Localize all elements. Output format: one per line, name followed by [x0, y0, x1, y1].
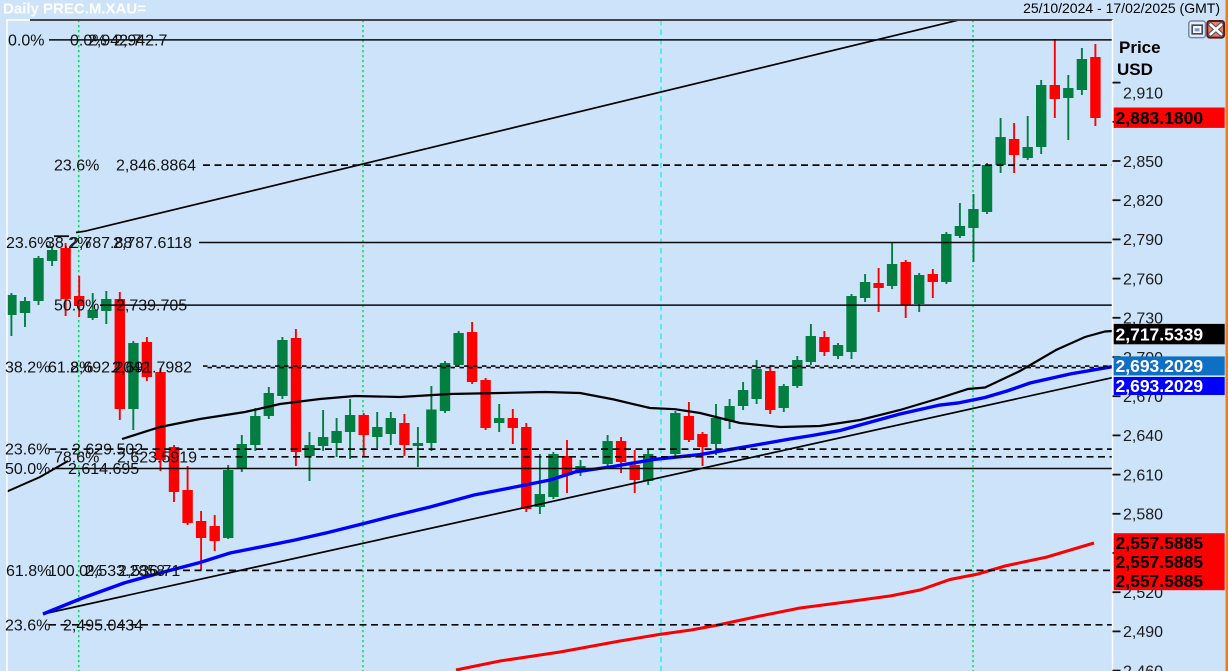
svg-text:2,790: 2,790 [1123, 232, 1163, 249]
svg-text:2,850: 2,850 [1123, 154, 1163, 171]
svg-text:2,557.5885: 2,557.5885 [1116, 533, 1204, 553]
svg-text:2,557.5885: 2,557.5885 [1116, 571, 1204, 591]
svg-text:Daily PREC.M.XAU=: Daily PREC.M.XAU= [3, 1, 146, 18]
svg-text:23.6%: 23.6% [5, 442, 50, 459]
svg-text:2,942.7: 2,942.7 [88, 32, 141, 49]
svg-text:2,536.71: 2,536.71 [118, 563, 180, 580]
svg-text:2,760: 2,760 [1123, 271, 1163, 288]
svg-text:2,787.6118: 2,787.6118 [113, 235, 192, 252]
svg-text:Price: Price [1119, 38, 1161, 57]
svg-text:61.8%: 61.8% [6, 563, 51, 580]
svg-text:38.2%: 38.2% [46, 235, 91, 252]
svg-text:2,910: 2,910 [1123, 85, 1163, 102]
svg-text:2,739.705: 2,739.705 [116, 298, 187, 315]
svg-text:2,533.2858: 2,533.2858 [85, 563, 165, 580]
svg-text:2,717.5339: 2,717.5339 [1116, 324, 1204, 344]
svg-text:2,610: 2,610 [1123, 467, 1163, 484]
svg-text:USD: USD [1117, 60, 1153, 79]
svg-text:50.0%: 50.0% [54, 298, 99, 315]
svg-text:2,820: 2,820 [1123, 193, 1163, 210]
svg-text:61.8%: 61.8% [48, 360, 93, 377]
svg-text:2,846.8864: 2,846.8864 [116, 158, 196, 175]
svg-text:0.0%: 0.0% [8, 32, 44, 49]
svg-text:23.6%: 23.6% [54, 158, 99, 175]
svg-text:2,691.7982: 2,691.7982 [112, 360, 192, 377]
svg-text:2,629.502: 2,629.502 [72, 442, 143, 459]
svg-text:2,942.7: 2,942.7 [114, 32, 167, 49]
svg-text:50.0%: 50.0% [5, 461, 50, 478]
svg-text:2,614.695: 2,614.695 [68, 461, 139, 478]
svg-text:2,490: 2,490 [1123, 624, 1163, 641]
svg-text:2,730: 2,730 [1123, 311, 1163, 328]
svg-text:23.6%: 23.6% [5, 617, 50, 634]
svg-text:2,495.0434: 2,495.0434 [63, 617, 143, 634]
svg-text:78.6%: 78.6% [54, 449, 99, 466]
svg-text:23.6%: 23.6% [6, 235, 51, 252]
svg-text:2,640: 2,640 [1123, 428, 1163, 445]
svg-text:25/10/2024 - 17/02/2025 (GMT): 25/10/2024 - 17/02/2025 (GMT) [1023, 0, 1220, 16]
svg-text:0.0%: 0.0% [70, 32, 106, 49]
svg-text:2,557.5885: 2,557.5885 [1116, 552, 1204, 572]
svg-text:2,883.1800: 2,883.1800 [1116, 108, 1204, 128]
svg-text:38.2%: 38.2% [5, 360, 50, 377]
svg-text:100.0%: 100.0% [48, 563, 102, 580]
svg-text:2,580: 2,580 [1123, 507, 1163, 524]
svg-text:2,692.2042: 2,692.2042 [70, 360, 150, 377]
svg-text:2,623.5919: 2,623.5919 [117, 449, 197, 466]
svg-text:2,787.88: 2,787.88 [70, 235, 132, 252]
svg-text:2,460: 2,460 [1123, 663, 1163, 671]
svg-text:2,693.2029: 2,693.2029 [1116, 356, 1204, 376]
svg-text:2,693.2029: 2,693.2029 [1116, 376, 1204, 396]
